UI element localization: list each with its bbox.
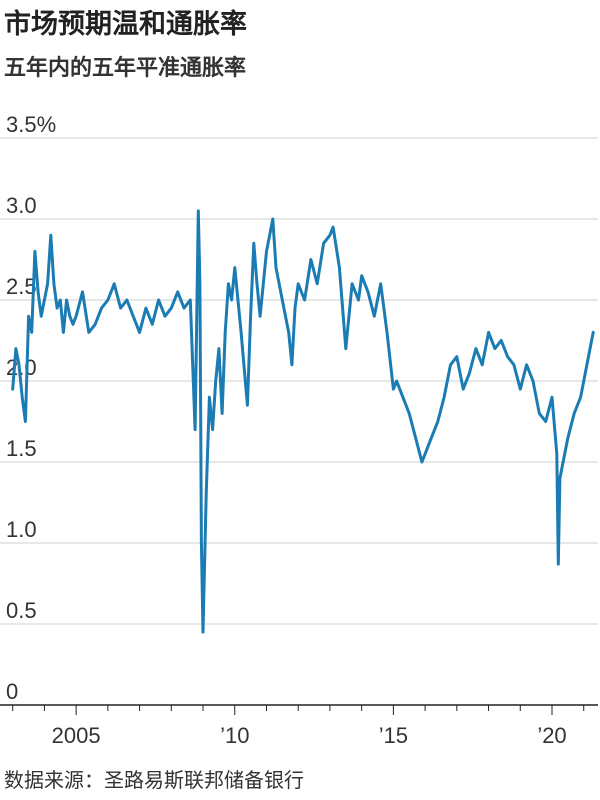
x-tick-label: ’10 xyxy=(220,723,249,748)
y-tick-label: 2.5 xyxy=(6,274,37,299)
source-note: 数据来源：圣路易斯联邦储备银行 xyxy=(4,768,304,792)
y-tick-label: 3.5% xyxy=(6,112,56,137)
x-tick-label: 2005 xyxy=(52,723,101,748)
series-layer xyxy=(11,209,595,634)
x-axis: 2005 ’10 ’15 ’20 xyxy=(0,704,598,748)
x-tick-label: ’20 xyxy=(537,723,566,748)
y-tick-labels: 00.51.01.52.02.53.03.5% xyxy=(6,112,56,704)
series-line xyxy=(11,209,595,634)
grid-layer xyxy=(0,137,598,625)
chart-subtitle: 五年内的五年平准通胀率 xyxy=(4,56,247,81)
y-tick-label: 0 xyxy=(6,679,18,704)
chart-title: 市场预期温和通胀率 xyxy=(4,9,247,40)
y-tick-label: 0.5 xyxy=(6,598,37,623)
y-tick-label: 3.0 xyxy=(6,193,37,218)
x-tick-label: ’15 xyxy=(379,723,408,748)
y-tick-label: 1.0 xyxy=(6,517,37,542)
y-tick-label: 1.5 xyxy=(6,436,37,461)
